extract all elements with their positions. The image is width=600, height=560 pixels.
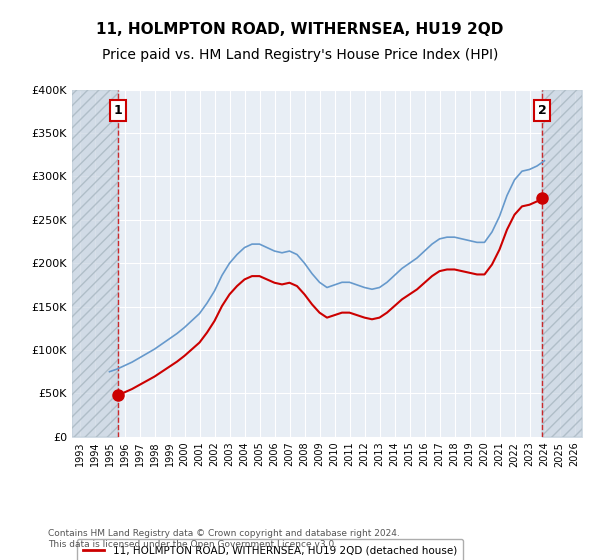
Text: 11, HOLMPTON ROAD, WITHERNSEA, HU19 2QD: 11, HOLMPTON ROAD, WITHERNSEA, HU19 2QD [97, 22, 503, 38]
Text: 1: 1 [114, 104, 122, 117]
Legend: 11, HOLMPTON ROAD, WITHERNSEA, HU19 2QD (detached house), HPI: Average price, de: 11, HOLMPTON ROAD, WITHERNSEA, HU19 2QD … [77, 539, 463, 560]
Text: 2: 2 [538, 104, 547, 117]
Text: Contains HM Land Registry data © Crown copyright and database right 2024.
This d: Contains HM Land Registry data © Crown c… [48, 529, 400, 549]
Text: Price paid vs. HM Land Registry's House Price Index (HPI): Price paid vs. HM Land Registry's House … [102, 48, 498, 62]
